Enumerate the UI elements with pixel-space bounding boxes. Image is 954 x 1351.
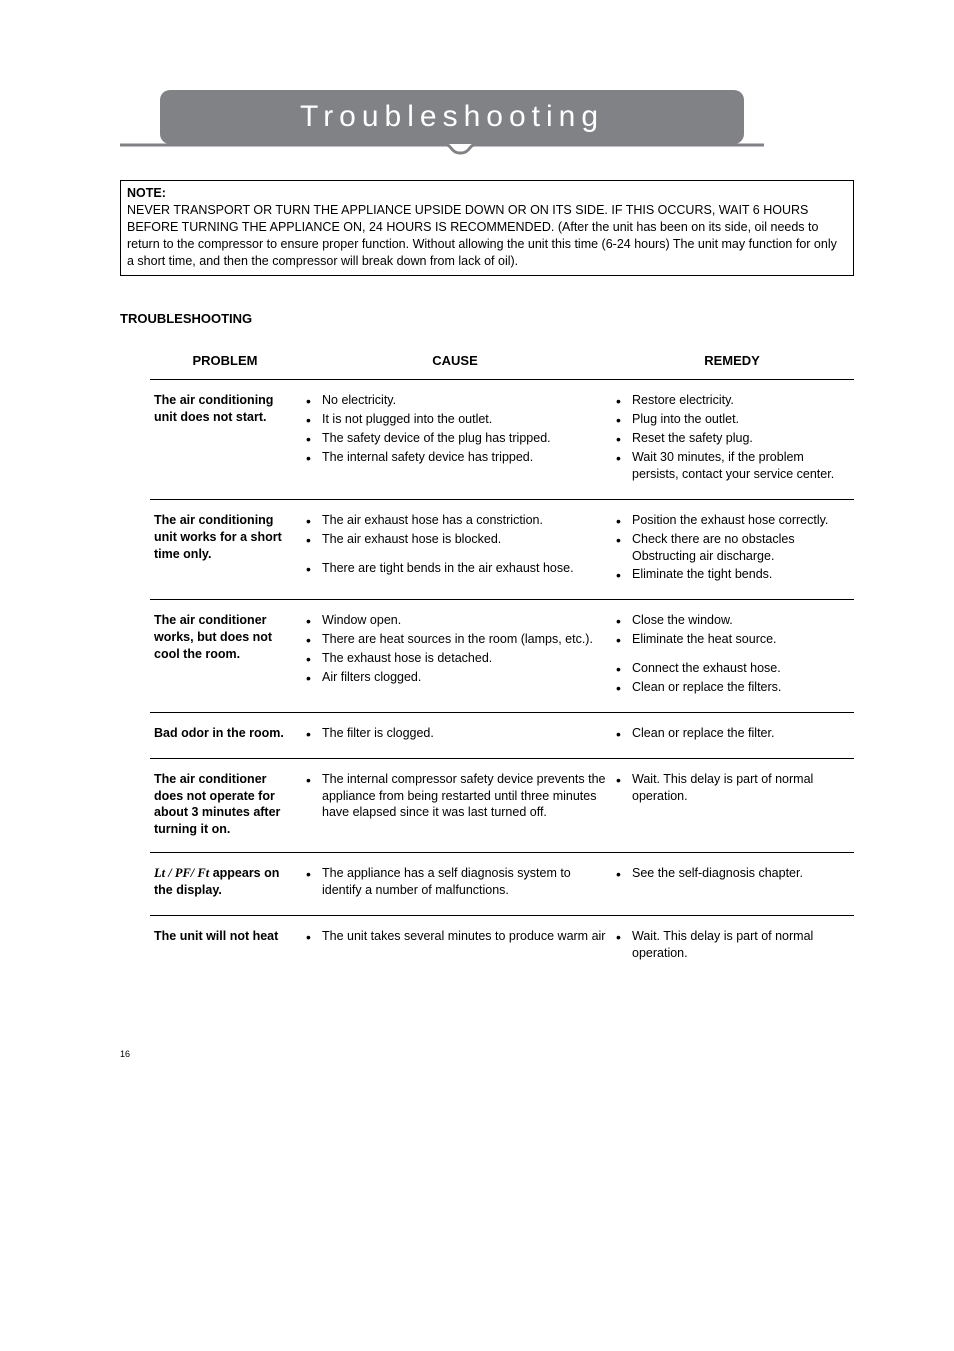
remedy-item: Clean or replace the filters.	[614, 679, 850, 696]
remedy-item: Wait. This delay is part of normal opera…	[614, 771, 850, 805]
cause-item: The filter is clogged.	[304, 725, 606, 742]
cause-item: The air exhaust hose has a constriction.	[304, 512, 606, 529]
cause-cell: The filter is clogged.	[300, 712, 610, 758]
section-heading: TROUBLESHOOTING	[120, 310, 854, 328]
remedy-item: Restore electricity.	[614, 392, 850, 409]
problem-cell: The air conditioning unit works for a sh…	[150, 499, 300, 600]
banner-bg: Troubleshooting	[160, 90, 744, 144]
remedy-item: Plug into the outlet.	[614, 411, 850, 428]
cause-item: The unit takes several minutes to produc…	[304, 928, 606, 945]
cause-cell: The unit takes several minutes to produc…	[300, 915, 610, 977]
problem-cell: The air conditioner works, but does not …	[150, 600, 300, 713]
cause-cell: The appliance has a self diagnosis syste…	[300, 853, 610, 916]
note-box: NOTE: NEVER TRANSPORT OR TURN THE APPLIA…	[120, 180, 854, 276]
remedy-item: Reset the safety plug.	[614, 430, 850, 447]
remedy-cell: Clean or replace the filter.	[610, 712, 854, 758]
cause-cell: The internal compressor safety device pr…	[300, 758, 610, 853]
header-problem: PROBLEM	[150, 346, 300, 380]
cause-item: The internal compressor safety device pr…	[304, 771, 606, 822]
remedy-item: Position the exhaust hose correctly.	[614, 512, 850, 529]
remedy-item: Eliminate the tight bends.	[614, 566, 850, 583]
remedy-cell: Wait. This delay is part of normal opera…	[610, 915, 854, 977]
troubleshooting-table: PROBLEM CAUSE REMEDY The air conditionin…	[150, 346, 854, 978]
table-row: Bad odor in the room.The filter is clogg…	[150, 712, 854, 758]
cause-item: The appliance has a self diagnosis syste…	[304, 865, 606, 899]
cause-item: The internal safety device has tripped.	[304, 449, 606, 466]
cause-item: Window open.	[304, 612, 606, 629]
table-row: The unit will not heatThe unit takes sev…	[150, 915, 854, 977]
remedy-item: See the self-diagnosis chapter.	[614, 865, 850, 882]
table-row: The air conditioning unit works for a sh…	[150, 499, 854, 600]
table-header-row: PROBLEM CAUSE REMEDY	[150, 346, 854, 380]
remedy-cell: Restore electricity. Plug into the outlet…	[610, 380, 854, 499]
remedy-item: Connect the exhaust hose.	[614, 660, 850, 677]
cause-item: Air filters clogged.	[304, 669, 606, 686]
cause-item: It is not plugged into the outlet.	[304, 411, 606, 428]
cause-item: The exhaust hose is detached.	[304, 650, 606, 667]
remedy-cell: Close the window. Eliminate the heat sour…	[610, 600, 854, 713]
cause-item: The air exhaust hose is blocked.	[304, 531, 606, 548]
remedy-item: Clean or replace the filter.	[614, 725, 850, 742]
cause-item: There are heat sources in the room (lamp…	[304, 631, 606, 648]
problem-cell: The air conditioner does not operate for…	[150, 758, 300, 853]
remedy-item: Wait. This delay is part of normal opera…	[614, 928, 850, 962]
problem-cell: Bad odor in the room.	[150, 712, 300, 758]
problem-cell: The air conditioning unit does not start…	[150, 380, 300, 499]
cause-item: No electricity.	[304, 392, 606, 409]
table-row: Lt / PF/ Ft appears on the display.The a…	[150, 853, 854, 916]
problem-cell: Lt / PF/ Ft appears on the display.	[150, 853, 300, 916]
remedy-cell: Wait. This delay is part of normal opera…	[610, 758, 854, 853]
remedy-cell: See the self-diagnosis chapter.	[610, 853, 854, 916]
header-remedy: REMEDY	[610, 346, 854, 380]
problem-cell: The unit will not heat	[150, 915, 300, 977]
cause-item: The safety device of the plug has trippe…	[304, 430, 606, 447]
cause-cell: The air exhaust hose has a constriction.…	[300, 499, 610, 600]
note-label: NOTE:	[127, 186, 166, 200]
table-row: The air conditioning unit does not start…	[150, 380, 854, 499]
note-body: NEVER TRANSPORT OR TURN THE APPLIANCE UP…	[127, 202, 847, 270]
cause-item: There are tight bends in the air exhaust…	[304, 560, 606, 577]
display-code: Lt / PF/ Ft	[154, 866, 209, 880]
table-row: The air conditioner does not operate for…	[150, 758, 854, 853]
banner-underline	[120, 141, 764, 147]
table-row: The air conditioner works, but does not …	[150, 600, 854, 713]
remedy-item: Close the window.	[614, 612, 850, 629]
header-cause: CAUSE	[300, 346, 610, 380]
cause-cell: Window open. There are heat sources in th…	[300, 600, 610, 713]
remedy-item: Eliminate the heat source.	[614, 631, 850, 648]
remedy-item: Wait 30 minutes, if the problem persists…	[614, 449, 850, 483]
banner-title: Troubleshooting	[300, 97, 604, 138]
page-banner: Troubleshooting	[120, 90, 854, 152]
remedy-cell: Position the exhaust hose correctly. Chec…	[610, 499, 854, 600]
page-number: 16	[120, 1048, 854, 1060]
remedy-item: Check there are no obstacles Obstructing…	[614, 531, 850, 565]
cause-cell: No electricity. It is not plugged into th…	[300, 380, 610, 499]
